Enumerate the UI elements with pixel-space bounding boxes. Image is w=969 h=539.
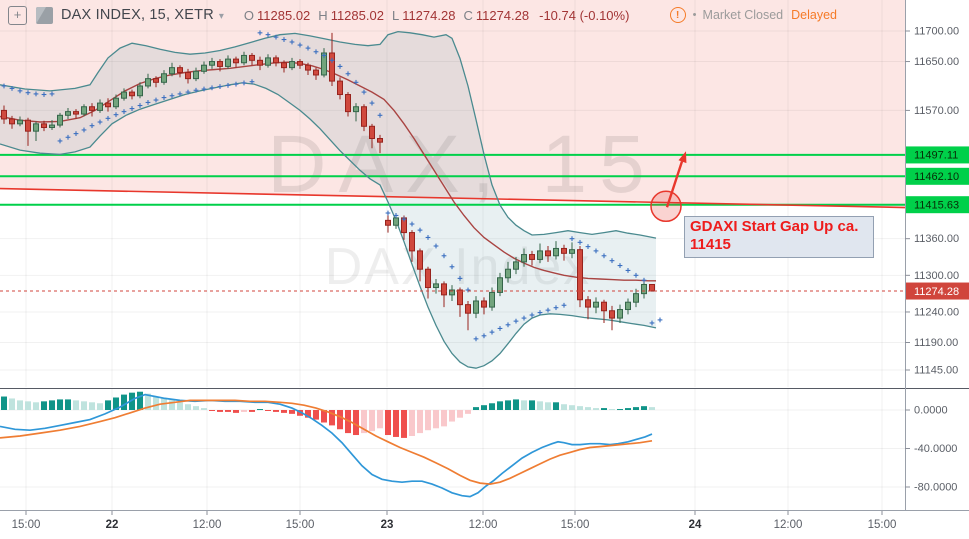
bollinger-upper-line [0,30,657,239]
time-tick-label: 15:00 [868,519,897,531]
warning-icon[interactable]: ! [669,7,686,23]
symbol-logo-icon [36,6,53,24]
annotation-line1: GDAXI Start Gap Up ca. [690,218,859,235]
time-tick-label: 22 [106,519,119,531]
gap-arrow-head [678,151,687,164]
close-value: 11274.28 [475,7,530,23]
gap-arrow[interactable] [665,160,684,208]
price-tick-label: 11570.00 [914,105,959,117]
time-axis[interactable]: 15:00 22 12:00 15:00 23 12:00 15:00 24 12:00 15:0… [12,511,897,531]
indicator-tick-label: -40.0000 [914,443,957,455]
time-tick-label: 12:00 [193,519,222,531]
open-label: O [243,7,255,23]
price-pane[interactable]: DAX, 15DAX Index [0,0,905,387]
low-value: 11274.28 [402,7,456,23]
price-level-badge [906,196,969,214]
bollinger-fill [0,31,656,369]
price-level-badge [906,167,969,185]
indicator-tick-label: -80.0000 [914,482,957,494]
price-tick-label: 11360.00 [914,233,959,245]
macd-line [0,393,653,498]
close-label: C [463,7,473,23]
price-tick-label: 11700.00 [914,26,959,38]
indicator-tick-label: 0.0000 [914,405,948,417]
candles [1,32,655,331]
price-level-badge-label: 11415.63 [914,199,959,211]
low-label: L [391,7,400,23]
gap-annotation-note[interactable]: GDAXI Start Gap Up ca. 11415 [684,216,874,258]
macd-signal-line [0,399,653,485]
chart-toolbar: + DAX INDEX, 15, XETR ▾ O 11285.02 H 11285… [0,0,905,30]
change-value: -10.74 (-0.10%) [539,7,630,23]
market-status: ! • Market Closed Delayed [669,0,837,30]
time-tick-label: 12:00 [469,519,498,531]
time-tick-label: 12:00 [774,519,803,531]
plus-icon: + [13,6,22,22]
trend-line[interactable] [0,187,905,209]
delayed-label[interactable]: Delayed [791,8,837,22]
annotation-line2: 11415 [690,236,731,253]
symbol-title[interactable]: DAX INDEX, 15, XETR [61,7,214,23]
add-symbol-button[interactable]: + [8,5,27,25]
time-tick-label: 24 [689,519,702,531]
market-state-label: Market Closed [702,8,784,22]
last-price-badge-label: 11274.28 [914,286,959,298]
price-tick-label: 11190.00 [914,337,958,349]
symbol-watermark-sub: DAX Index [325,238,592,296]
bollinger-lower-line [0,82,657,369]
psar-dots [1,30,663,342]
macd-histogram [1,391,655,438]
gap-circle-marker[interactable] [650,190,682,223]
high-label: H [318,7,328,23]
price-tick-label: 11300.00 [914,270,959,282]
high-value: 11285.02 [330,7,384,23]
price-level-badge-label: 11462.10 [914,171,959,183]
time-tick-label: 23 [381,519,394,531]
price-tick-label: 11650.00 [914,56,959,68]
macd-pane[interactable] [0,389,905,510]
status-dot-icon: • [692,9,697,21]
price-tick-label: 11240.00 [914,306,959,318]
price-level-badge [906,146,969,164]
open-value: 11285.02 [257,7,311,23]
price-level-badge-label: 11497.11 [914,150,958,162]
chevron-down-icon[interactable]: ▾ [218,10,224,22]
last-price-badge [906,282,969,300]
time-tick-label: 15:00 [12,519,41,531]
ohlc-readout: O 11285.02 H 11285.02 L 11274.28 C 11274.28 … [236,8,630,23]
price-axis[interactable]: 11700.00 11650.00 11570.00 11360.00 11300.00… [905,26,969,494]
time-tick-label: 15:00 [286,519,315,531]
time-tick-label: 15:00 [561,519,590,531]
price-tick-label: 11145.00 [914,365,958,377]
